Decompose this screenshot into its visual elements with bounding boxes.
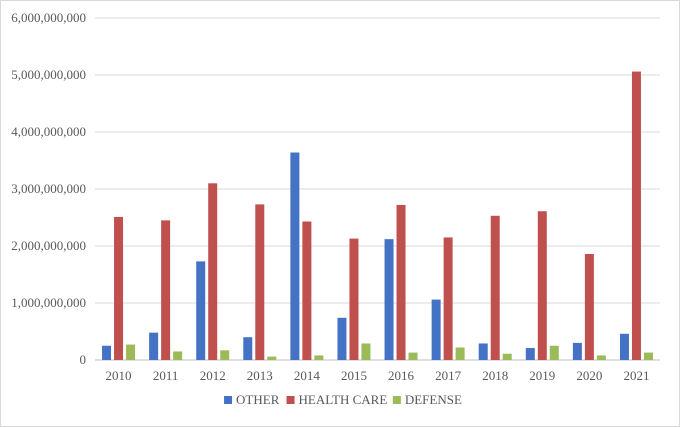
x-axis-ticks: 2010 2011 2012 2013 2014 2015 2016 2017 2018 2019… <box>106 368 650 383</box>
x-tick-label: 2018 <box>482 368 508 383</box>
bar-other-2010 <box>102 345 112 360</box>
legend-swatch-other <box>224 396 233 404</box>
bar-health-care-2013 <box>255 204 265 360</box>
y-tick-label: 3,000,000,000 <box>11 181 86 196</box>
bar-defense-2015 <box>361 343 371 360</box>
bar-health-care-2021 <box>631 71 641 360</box>
bar-other-2013 <box>243 337 253 360</box>
bar-health-care-2020 <box>584 253 594 360</box>
x-tick-label: 2010 <box>106 368 132 383</box>
bar-other-2012 <box>196 261 206 360</box>
bar-health-care-2019 <box>537 211 547 360</box>
bar-health-care-2012 <box>208 183 218 360</box>
y-tick-label: 2,000,000,000 <box>11 238 86 253</box>
bar-other-2021 <box>619 333 629 360</box>
bar-health-care-2017 <box>443 237 453 360</box>
y-tick-label: 5,000,000,000 <box>11 67 86 82</box>
bar-other-2016 <box>384 239 394 360</box>
y-tick-label: 4,000,000,000 <box>11 124 86 139</box>
bars <box>102 71 653 360</box>
legend-label-defense: DEFENSE <box>405 392 462 407</box>
bar-defense-2019 <box>549 345 559 360</box>
bar-other-2015 <box>337 317 347 360</box>
bar-health-care-2018 <box>490 215 500 360</box>
bar-other-2018 <box>478 343 488 360</box>
x-tick-label: 2016 <box>388 368 415 383</box>
legend-label-health-care: HEALTH CARE <box>299 392 388 407</box>
bar-other-2020 <box>572 342 582 360</box>
bar-health-care-2010 <box>114 216 124 360</box>
bar-health-care-2014 <box>302 221 312 360</box>
bar-defense-2016 <box>408 352 418 360</box>
bar-defense-2013 <box>267 356 277 360</box>
x-tick-label: 2012 <box>200 368 226 383</box>
gridlines <box>95 17 660 361</box>
x-tick-label: 2015 <box>341 368 367 383</box>
x-tick-label: 2020 <box>576 368 602 383</box>
bar-defense-2018 <box>502 353 512 360</box>
x-tick-label: 2017 <box>435 368 462 383</box>
bar-other-2017 <box>431 299 441 360</box>
bar-defense-2011 <box>173 351 183 360</box>
legend-swatch-health-care <box>286 396 295 404</box>
legend-label-other: OTHER <box>236 392 280 407</box>
legend: OTHER HEALTH CARE DEFENSE <box>224 392 462 407</box>
x-tick-label: 2019 <box>529 368 555 383</box>
y-tick-label: 1,000,000,000 <box>11 295 86 310</box>
legend-swatch-defense <box>392 396 401 404</box>
y-axis-ticks: 0 1,000,000,000 2,000,000,000 3,000,000,000… <box>11 10 86 367</box>
bar-other-2019 <box>525 348 535 360</box>
x-tick-label: 2021 <box>623 368 649 383</box>
bar-defense-2012 <box>220 350 230 360</box>
bar-defense-2017 <box>455 347 465 360</box>
x-tick-label: 2013 <box>247 368 273 383</box>
bar-health-care-2011 <box>161 220 171 360</box>
bar-other-2011 <box>149 332 159 360</box>
bar-defense-2014 <box>314 355 324 360</box>
bar-other-2014 <box>290 152 300 360</box>
y-tick-label: 0 <box>80 352 87 367</box>
y-tick-label: 6,000,000,000 <box>11 10 86 25</box>
x-tick-label: 2014 <box>294 368 321 383</box>
bar-defense-2020 <box>596 355 606 360</box>
bar-defense-2021 <box>643 352 653 360</box>
bar-health-care-2016 <box>396 204 406 360</box>
bar-health-care-2015 <box>349 238 359 360</box>
bar-defense-2010 <box>126 344 136 360</box>
x-tick-label: 2011 <box>153 368 179 383</box>
